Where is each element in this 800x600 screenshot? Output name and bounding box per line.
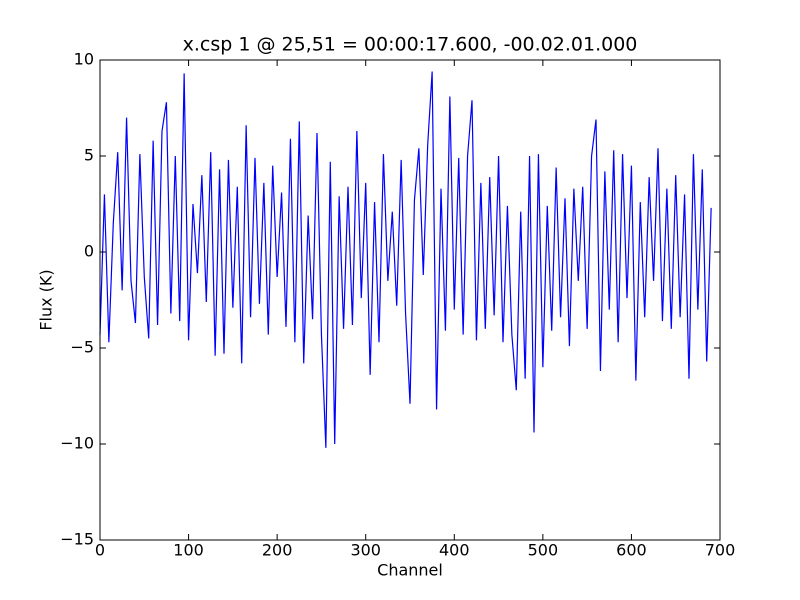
y-axis-label: Flux (K) bbox=[37, 269, 56, 330]
x-tick-label: 500 bbox=[528, 541, 559, 560]
x-tick-label: 600 bbox=[616, 541, 647, 560]
y-tick-label: −15 bbox=[60, 530, 94, 549]
y-tick-label: 5 bbox=[84, 146, 94, 165]
x-tick-label: 700 bbox=[705, 541, 736, 560]
y-tick-label: 10 bbox=[74, 50, 94, 69]
x-axis-label: Channel bbox=[377, 561, 443, 580]
y-tick-label: 0 bbox=[84, 242, 94, 261]
x-tick-label: 300 bbox=[350, 541, 381, 560]
x-tick-label: 200 bbox=[262, 541, 293, 560]
chart-title: x.csp 1 @ 25,51 = 00:00:17.600, -00.02.0… bbox=[183, 34, 638, 56]
y-tick-label: −5 bbox=[70, 338, 94, 357]
x-tick-label: 400 bbox=[439, 541, 470, 560]
data-line bbox=[99, 71, 712, 448]
x-tick-label: 100 bbox=[173, 541, 204, 560]
y-tick-label: −10 bbox=[60, 434, 94, 453]
x-tick-label: 0 bbox=[95, 541, 105, 560]
plot-frame bbox=[99, 59, 721, 541]
